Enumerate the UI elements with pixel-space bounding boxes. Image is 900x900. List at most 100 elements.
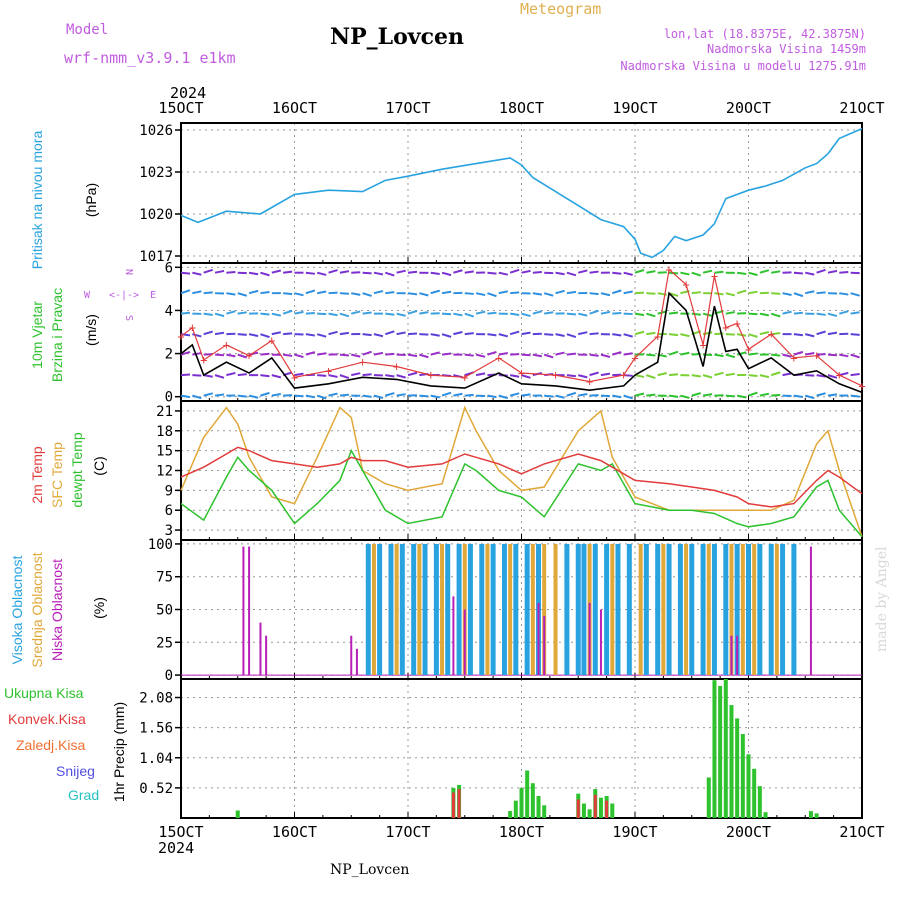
wind-barb	[419, 292, 429, 297]
wind-barb	[646, 270, 656, 274]
wind-barb	[305, 289, 316, 295]
wind-barb	[305, 394, 316, 399]
x-tick-label-top: 19OCT	[612, 99, 657, 117]
x-tick-label-bottom: 19OCT	[612, 823, 657, 841]
wind-barb	[600, 372, 611, 377]
wind-barb	[793, 271, 803, 275]
wind-barb	[430, 351, 440, 356]
wind-barb	[737, 312, 747, 315]
wind-barb	[180, 311, 191, 315]
x-tick-label-bottom: 20OCT	[726, 823, 771, 841]
wind-barb	[714, 292, 724, 296]
wind-unit: (m/s)	[83, 314, 99, 346]
cloud-bar	[377, 543, 383, 676]
wind-barb	[419, 353, 429, 359]
dewpt-temp-line	[180, 448, 863, 538]
cloud-bar	[740, 543, 745, 676]
precip-bar	[457, 789, 461, 818]
cloud-high-title: Visoka Oblacnost	[9, 556, 25, 665]
wind-barb	[475, 292, 486, 297]
wind-barb	[623, 352, 633, 356]
x-tick-label-top: 20OCT	[726, 99, 771, 117]
cloud-bar	[508, 543, 513, 676]
wind-barb	[475, 353, 486, 358]
wind-barb	[566, 271, 577, 277]
cloud-low-title: Niska Oblacnost	[49, 559, 65, 661]
wind-barb	[260, 312, 270, 316]
wind-barb	[396, 393, 406, 397]
wind-barb	[589, 394, 599, 397]
wind-barb	[430, 289, 440, 295]
sfc-axis-title: SFC Temp	[49, 442, 65, 508]
wind-barb	[180, 333, 191, 337]
wind-barb	[248, 394, 259, 399]
cloud-bar	[411, 543, 417, 676]
wind-barb	[192, 271, 202, 276]
wind-barb	[612, 333, 622, 337]
wind-barb	[646, 353, 656, 357]
precip-bar	[712, 680, 717, 818]
wind-gust-marker: +	[631, 351, 638, 365]
cloud-bar	[615, 543, 621, 676]
wind-gust-marker: +	[722, 321, 729, 335]
y-tick-label: 3	[165, 523, 173, 539]
wind-barb	[271, 374, 282, 379]
wind-barb	[260, 333, 270, 339]
cloud-bar	[394, 543, 399, 676]
temp-unit: (C)	[91, 456, 107, 475]
wind-barb	[668, 394, 679, 398]
cloud-bar	[248, 546, 251, 676]
wind-barb	[532, 292, 543, 296]
wind-barb	[578, 374, 588, 379]
y-tick-label: 0.52	[139, 781, 173, 797]
wind-gust-marker: +	[682, 278, 689, 292]
wind-barb	[498, 290, 509, 295]
wind-barb	[839, 371, 849, 377]
wind-barb	[475, 372, 486, 377]
wind-barb	[578, 269, 588, 274]
wind-barb	[214, 269, 225, 274]
wind-barb	[305, 271, 315, 275]
wind-barb	[714, 353, 724, 358]
y-tick-label: 1.56	[139, 721, 173, 737]
wind-gust-marker: +	[268, 334, 275, 348]
wind-gust-marker: +	[745, 342, 752, 356]
precip-bar	[513, 800, 518, 818]
wind-barb	[339, 353, 349, 357]
wind-barb	[192, 333, 202, 338]
wind-barb	[419, 394, 429, 398]
cloud-bar	[513, 543, 519, 676]
wind-barb	[748, 374, 758, 378]
wind-barb	[385, 374, 395, 378]
x-tick-label-top: 16OCT	[272, 99, 317, 117]
wind-barb	[566, 290, 577, 295]
y-tick-label: 25	[156, 635, 173, 651]
wind-barb	[351, 372, 361, 377]
wind-barb	[589, 332, 599, 336]
y-tick-label: 2	[165, 347, 173, 363]
cloud-bar	[706, 543, 711, 676]
wind-barb	[816, 374, 826, 378]
x-tick-label-top: 18OCT	[499, 99, 544, 117]
wind-barb	[385, 392, 395, 397]
cloud-bar	[666, 543, 672, 676]
wind-barb	[725, 292, 736, 297]
wind-barb	[260, 374, 270, 378]
wind-barb	[271, 393, 281, 397]
wind-barb	[271, 312, 282, 317]
t2m-temp-line	[180, 446, 863, 508]
cloud-bar	[684, 543, 689, 676]
wind-barb	[453, 312, 463, 317]
wind-gust-marker: +	[223, 338, 230, 352]
cloud-bar	[588, 602, 591, 676]
wind-barb	[203, 312, 213, 316]
wind-barb	[305, 311, 315, 315]
cloud-bar	[440, 543, 445, 676]
wind-barb	[316, 271, 327, 276]
wind-barb	[441, 391, 452, 397]
wind-barb	[725, 353, 736, 359]
wind-barb	[850, 333, 860, 336]
t2m-axis-title: 2m Temp	[29, 446, 45, 504]
wind-barb	[283, 332, 293, 336]
